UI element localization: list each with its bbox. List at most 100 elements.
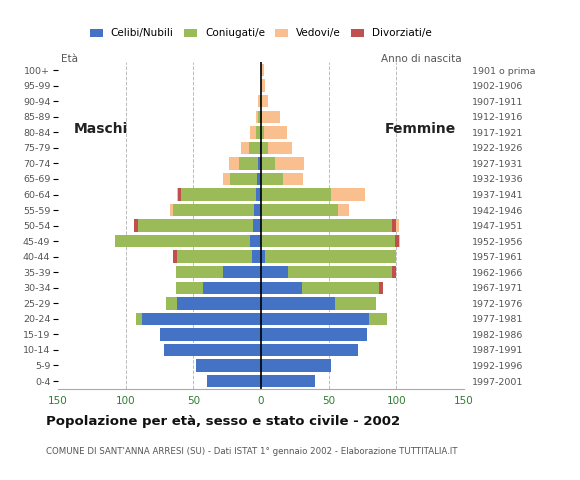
Bar: [261, 235, 395, 247]
Bar: [261, 251, 396, 263]
Bar: [261, 126, 264, 139]
Text: COMUNE DI SANT'ANNA ARRESI (SU) - Dati ISTAT 1° gennaio 2002 - Elaborazione TUTT: COMUNE DI SANT'ANNA ARRESI (SU) - Dati I…: [46, 446, 458, 456]
Bar: [240, 157, 261, 169]
Bar: [261, 204, 338, 216]
Bar: [261, 188, 365, 201]
Bar: [257, 173, 261, 185]
Bar: [261, 173, 303, 185]
Bar: [164, 344, 261, 356]
Bar: [177, 251, 261, 263]
Text: Maschi: Maschi: [74, 122, 128, 136]
Bar: [136, 219, 261, 232]
Bar: [261, 297, 376, 310]
Bar: [252, 251, 261, 263]
Bar: [136, 312, 261, 325]
Bar: [256, 188, 261, 201]
Bar: [207, 375, 261, 387]
Bar: [261, 282, 379, 294]
Bar: [254, 204, 261, 216]
Bar: [261, 282, 302, 294]
Bar: [261, 266, 392, 278]
Bar: [261, 359, 331, 372]
Bar: [261, 375, 315, 387]
Bar: [261, 312, 387, 325]
Bar: [176, 282, 261, 294]
Bar: [177, 297, 261, 310]
Bar: [258, 95, 261, 108]
Bar: [261, 173, 282, 185]
Bar: [164, 344, 261, 356]
Bar: [392, 266, 396, 278]
Bar: [261, 266, 392, 278]
Bar: [223, 173, 261, 185]
Bar: [261, 312, 369, 325]
Bar: [196, 359, 261, 372]
Bar: [171, 204, 261, 216]
Bar: [176, 266, 261, 278]
Bar: [196, 359, 261, 372]
Bar: [261, 95, 268, 108]
Bar: [179, 188, 181, 201]
Bar: [261, 344, 358, 356]
Bar: [261, 251, 396, 263]
Bar: [223, 266, 261, 278]
Bar: [230, 173, 261, 185]
Bar: [261, 204, 349, 216]
Bar: [261, 142, 292, 154]
Bar: [196, 359, 261, 372]
Bar: [115, 235, 261, 247]
Bar: [392, 219, 396, 232]
Bar: [173, 204, 261, 216]
Bar: [261, 64, 264, 76]
Bar: [261, 219, 399, 232]
Bar: [166, 297, 261, 310]
Bar: [261, 312, 387, 325]
Bar: [207, 375, 261, 387]
Bar: [379, 282, 383, 294]
Bar: [261, 157, 274, 169]
Bar: [261, 157, 304, 169]
Bar: [261, 344, 358, 356]
Bar: [256, 126, 261, 139]
Text: Età: Età: [61, 54, 78, 64]
Bar: [261, 282, 379, 294]
Bar: [261, 80, 265, 92]
Bar: [261, 188, 331, 201]
Bar: [207, 375, 261, 387]
Bar: [261, 344, 358, 356]
Bar: [261, 297, 376, 310]
Bar: [173, 251, 177, 263]
Bar: [395, 235, 399, 247]
Bar: [250, 126, 261, 139]
Bar: [258, 157, 261, 169]
Bar: [160, 328, 261, 341]
Bar: [176, 282, 261, 294]
Bar: [260, 95, 261, 108]
Text: Popolazione per età, sesso e stato civile - 2002: Popolazione per età, sesso e stato civil…: [46, 415, 401, 428]
Bar: [261, 328, 367, 341]
Bar: [134, 219, 138, 232]
Bar: [256, 110, 261, 123]
Bar: [166, 297, 261, 310]
Bar: [261, 375, 315, 387]
Bar: [176, 266, 261, 278]
Bar: [160, 328, 261, 341]
Bar: [261, 110, 262, 123]
Bar: [138, 219, 261, 232]
Bar: [241, 142, 261, 154]
Bar: [261, 328, 367, 341]
Bar: [261, 328, 367, 341]
Bar: [261, 359, 331, 372]
Bar: [261, 375, 315, 387]
Bar: [164, 344, 261, 356]
Bar: [260, 142, 261, 154]
Bar: [115, 235, 261, 247]
Bar: [249, 142, 261, 154]
Bar: [160, 328, 261, 341]
Text: Femmine: Femmine: [385, 122, 456, 136]
Bar: [261, 110, 280, 123]
Bar: [229, 157, 261, 169]
Bar: [258, 110, 261, 123]
Bar: [261, 219, 392, 232]
Bar: [181, 188, 261, 201]
